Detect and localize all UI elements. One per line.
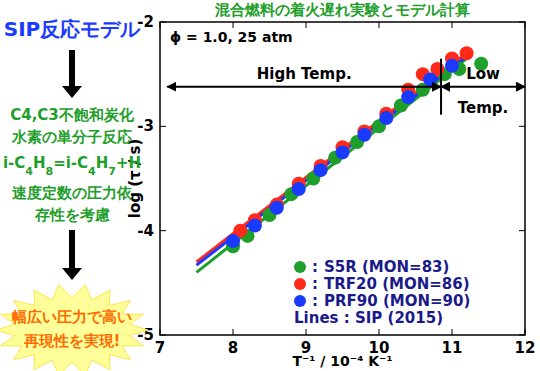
y-tick — [160, 126, 166, 127]
legend-separator: : — [312, 258, 318, 276]
legend-separator: : — [312, 275, 318, 293]
data-point — [270, 201, 284, 215]
legend-label: PRF90 (MON=90) — [324, 292, 470, 310]
panel-heading: SIP反応モデル — [4, 17, 142, 41]
data-point — [357, 128, 371, 142]
data-point — [226, 234, 240, 248]
y-axis-label: log (τ / s) — [126, 139, 144, 219]
x-tick — [306, 22, 307, 28]
legend-label: TRF20 (MON=86) — [324, 275, 470, 293]
title: 混合燃料の着火遅れ実験とモデル計算 — [214, 1, 470, 19]
condition-annotation: ϕ = 1.0, 25 atm — [170, 29, 293, 45]
model-line — [197, 59, 467, 273]
x-axis-label: T⁻¹ / 10⁻⁴ K⁻¹ — [292, 353, 392, 369]
region-arrow — [441, 86, 525, 88]
region-arrow — [167, 86, 441, 88]
x-tick-label: 12 — [515, 339, 536, 357]
x-tick — [233, 329, 234, 335]
model-line — [197, 53, 467, 262]
legend-marker — [294, 278, 306, 290]
y-tick — [519, 230, 525, 231]
y-tick — [519, 126, 525, 127]
model-line — [197, 56, 467, 265]
panel-result: 再現性を実現! — [23, 332, 121, 350]
panel-text: C4,C3不飽和炭化 — [10, 106, 135, 124]
panel-text: 存性を考慮 — [34, 206, 110, 224]
legend-marker — [294, 295, 306, 307]
subscript: 7 — [108, 165, 116, 178]
data-point — [314, 163, 328, 177]
data-point — [379, 111, 393, 125]
panel-arrow — [62, 268, 82, 280]
plot-frame — [160, 22, 525, 335]
plot-data — [197, 46, 489, 272]
panel-result: 幅広い圧力で高い — [12, 308, 132, 326]
legend-marker — [294, 261, 306, 273]
y-tick-label: -4 — [137, 222, 154, 240]
region-label-part: Temp. — [458, 99, 508, 117]
x-tick — [525, 22, 526, 28]
x-tick-label: 11 — [442, 339, 463, 357]
y-tick-label: -3 — [137, 117, 154, 135]
data-point — [292, 182, 306, 196]
chart: 混合燃料の着火遅れ実験とモデル計算789101112-5-4-3-2T⁻¹ / … — [0, 0, 540, 371]
y-tick — [519, 22, 525, 23]
panel-reaction: i-C4H8=i-C4H7+H — [3, 154, 141, 178]
data-point — [423, 72, 437, 86]
x-tick — [525, 329, 526, 335]
legend-label: S5R (MON=83) — [324, 258, 449, 276]
region-label: Low Temp. — [458, 65, 508, 117]
reaction-part: =i-C — [53, 154, 88, 172]
x-tick — [379, 22, 380, 28]
data-point — [248, 218, 262, 232]
region-label-part: Low — [466, 65, 500, 83]
data-point — [460, 46, 474, 60]
panel-arrow — [69, 230, 75, 270]
panel-text: 水素の単分子反応 — [11, 128, 132, 146]
reaction-part: +H — [116, 154, 141, 172]
data-point — [401, 90, 415, 104]
legend-separator: : — [312, 292, 318, 310]
panel-arrow — [69, 50, 75, 88]
x-tick — [160, 329, 161, 335]
y-tick — [160, 22, 166, 23]
region-label: High Temp. — [257, 65, 352, 83]
x-tick-label: 7 — [155, 339, 165, 357]
x-tick — [379, 329, 380, 335]
reaction-part: H — [96, 154, 109, 172]
y-tick — [160, 335, 166, 336]
y-tick — [519, 335, 525, 336]
data-point — [445, 59, 459, 73]
x-tick-label: 8 — [228, 339, 238, 357]
y-tick — [160, 230, 166, 231]
x-tick — [160, 22, 161, 28]
data-point — [336, 145, 350, 159]
x-tick — [306, 329, 307, 335]
x-tick — [452, 329, 453, 335]
panel-arrow — [62, 86, 82, 98]
panel-text: 速度定数の圧力依 — [12, 184, 133, 202]
legend-lines-label: Lines : SIP (2015) — [294, 309, 443, 327]
burst — [0, 285, 148, 371]
x-tick — [452, 22, 453, 28]
subscript: 8 — [46, 165, 54, 178]
x-tick — [233, 22, 234, 28]
reaction-part: i-C — [3, 154, 25, 172]
reaction-part: H — [33, 154, 46, 172]
